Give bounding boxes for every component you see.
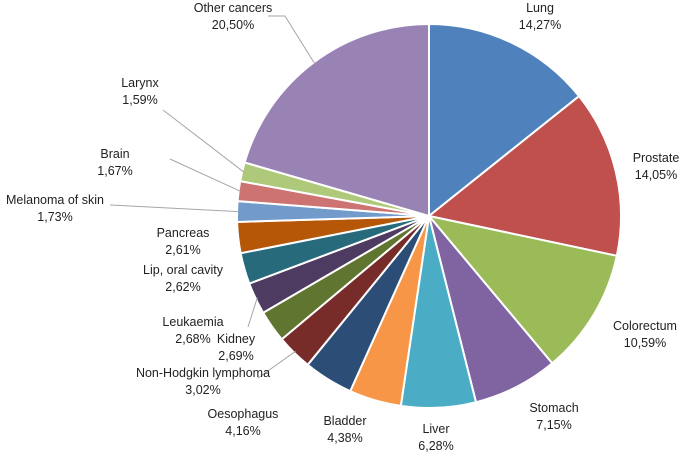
- slice-value-liver: 6,28%: [418, 439, 453, 453]
- slice-value-prostate: 14,05%: [635, 168, 677, 182]
- slice-name-prostate: Prostate: [633, 151, 680, 165]
- slice-name-other-cancers: Other cancers: [194, 1, 273, 15]
- pie-slice-lung: [428, 22, 581, 219]
- pie-slice-prostate: [426, 94, 622, 257]
- slice-name-bladder: Bladder: [323, 414, 366, 428]
- leader-line-other-cancers: [268, 15, 316, 65]
- leader-line-larynx: [162, 109, 245, 173]
- pie-slice-colorectum: [426, 214, 619, 365]
- slice-value-lung: 14,27%: [519, 18, 561, 32]
- slice-value-pancreas: 2,61%: [165, 243, 200, 257]
- slice-value-lip-oral-cavity: 2,62%: [165, 280, 200, 294]
- leader-line-brain: [169, 158, 241, 192]
- slice-value-melanoma-of-skin: 1,73%: [37, 210, 72, 224]
- slice-value-leukaemia: 2,68%: [175, 332, 210, 346]
- slice-value-larynx: 1,59%: [122, 93, 157, 107]
- slice-name-larynx: Larynx: [121, 76, 159, 90]
- slice-name-brain: Brain: [100, 147, 129, 161]
- slice-value-bladder: 4,38%: [327, 431, 362, 445]
- slice-name-liver: Liver: [422, 422, 449, 436]
- slice-value-stomach: 7,15%: [536, 418, 571, 432]
- slice-name-kidney: Kidney: [217, 332, 256, 346]
- slice-name-melanoma-of-skin: Melanoma of skin: [6, 193, 104, 207]
- slice-name-pancreas: Pancreas: [157, 226, 210, 240]
- slice-name-colorectum: Colorectum: [613, 319, 677, 333]
- leader-line-leukaemia: [247, 297, 258, 328]
- slice-name-stomach: Stomach: [529, 401, 578, 415]
- leader-line-non-hodgkin-lymphoma: [257, 350, 296, 379]
- slice-value-non-hodgkin-lymphoma: 3,02%: [185, 383, 220, 397]
- slice-value-brain: 1,67%: [97, 164, 132, 178]
- slice-name-non-hodgkin-lymphoma: Non-Hodgkin lymphoma: [136, 366, 270, 380]
- slice-name-lung: Lung: [526, 1, 554, 15]
- slice-name-oesophagus: Oesophagus: [208, 407, 279, 421]
- slice-value-kidney: 2,69%: [218, 349, 253, 363]
- leader-line-melanoma-of-skin: [109, 204, 240, 213]
- slice-value-oesophagus: 4,16%: [225, 424, 260, 438]
- slice-value-colorectum: 10,59%: [624, 336, 666, 350]
- slice-value-other-cancers: 20,50%: [212, 18, 254, 32]
- slice-name-lip-oral-cavity: Lip, oral cavity: [143, 263, 224, 277]
- slice-name-leukaemia: Leukaemia: [162, 315, 223, 329]
